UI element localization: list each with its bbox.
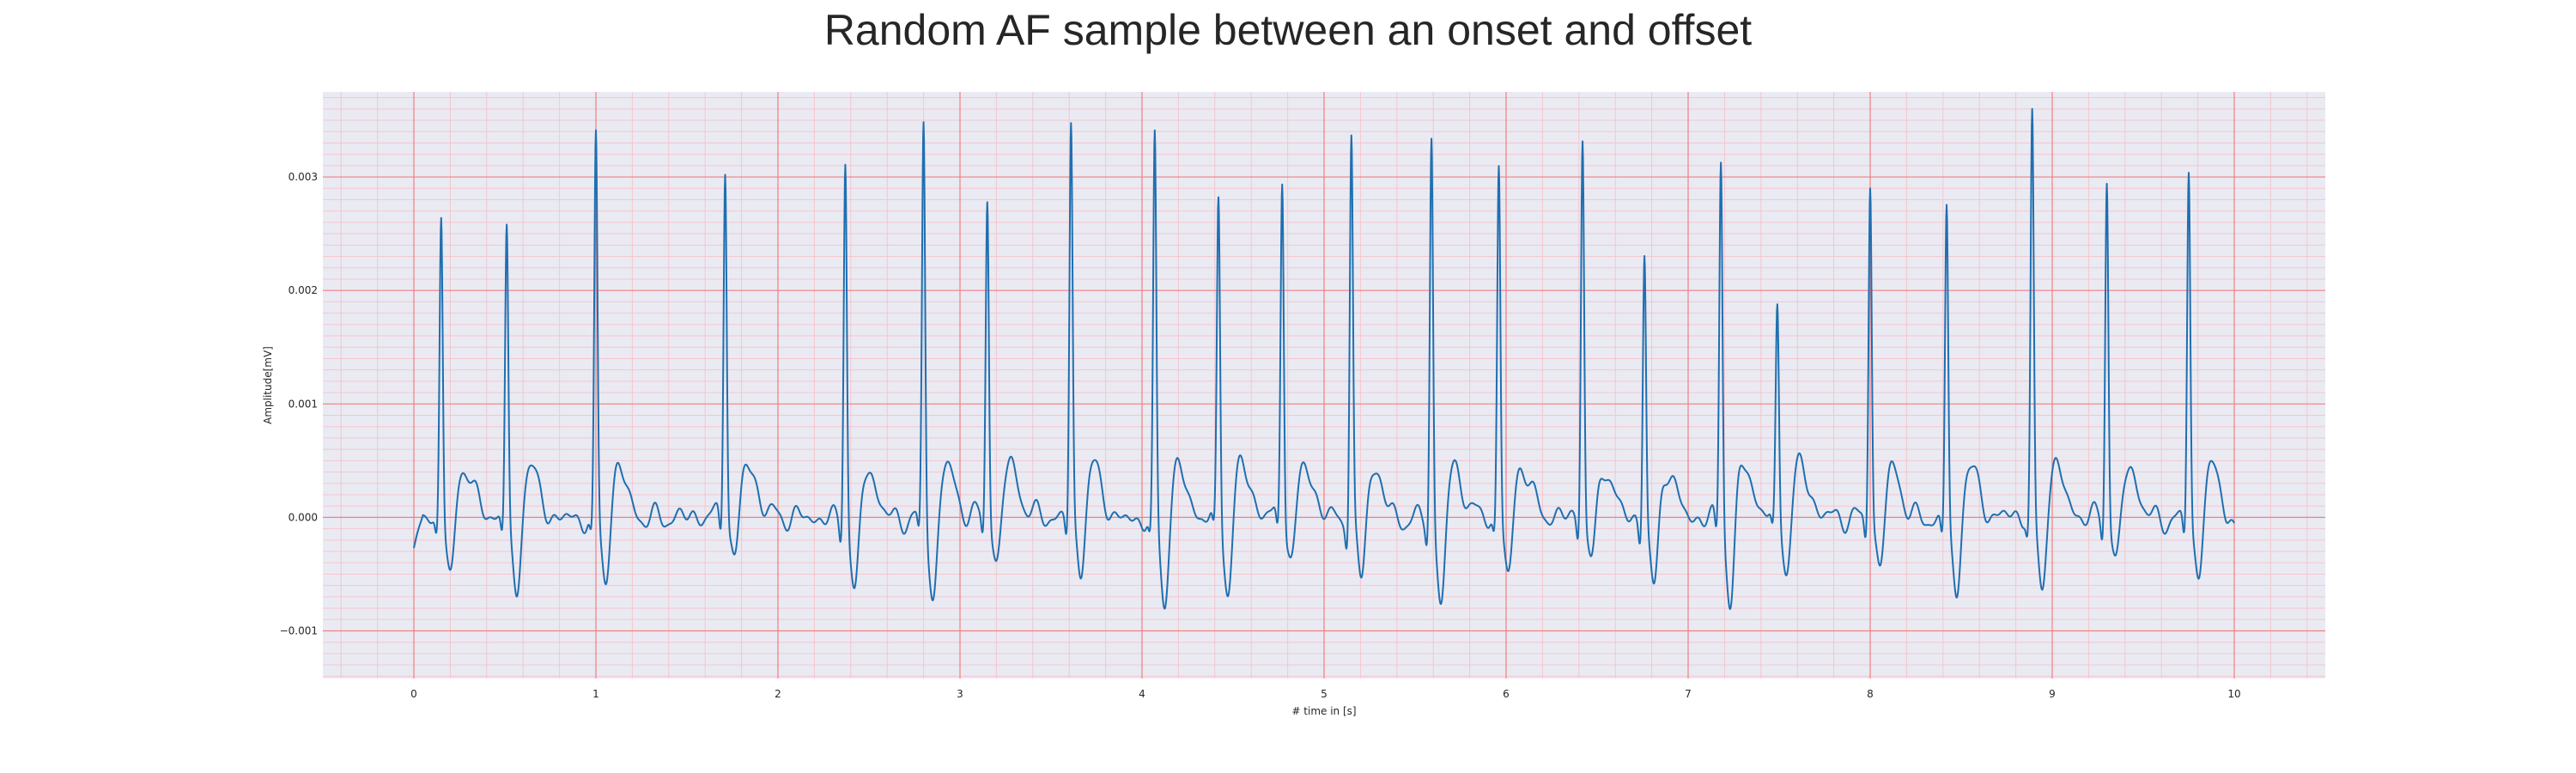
x-tick-label: 2 (775, 688, 781, 700)
y-axis-ticks: −0.001 0.000 0.001 0.002 0.003 (280, 171, 318, 636)
x-tick-label: 10 (2227, 688, 2240, 700)
x-tick-label: 1 (592, 688, 599, 700)
x-tick-label: 6 (1503, 688, 1510, 700)
x-tick-label: 8 (1867, 688, 1874, 700)
y-tick-label: 0.000 (289, 511, 318, 523)
x-axis-label: # time in [s] (1291, 705, 1356, 717)
y-tick-label: 0.001 (289, 398, 318, 410)
x-tick-label: 3 (957, 688, 963, 700)
major-grid (323, 92, 2325, 679)
ecg-series-line (413, 107, 2235, 611)
x-axis-ticks: 0 1 2 3 4 5 6 7 8 9 10 (410, 688, 2240, 700)
y-tick-label: 0.003 (289, 171, 318, 183)
y-tick-label: 0.002 (289, 284, 318, 296)
y-axis-label: Amplitude[mV] (262, 346, 274, 424)
x-tick-label: 4 (1139, 688, 1145, 700)
x-tick-label: 7 (1685, 688, 1692, 700)
x-tick-label: 5 (1321, 688, 1327, 700)
x-tick-label: 9 (2049, 688, 2056, 700)
x-tick-label: 0 (410, 688, 417, 700)
y-tick-label: −0.001 (280, 625, 318, 637)
chart-title: Random AF sample between an onset and of… (823, 6, 1753, 54)
